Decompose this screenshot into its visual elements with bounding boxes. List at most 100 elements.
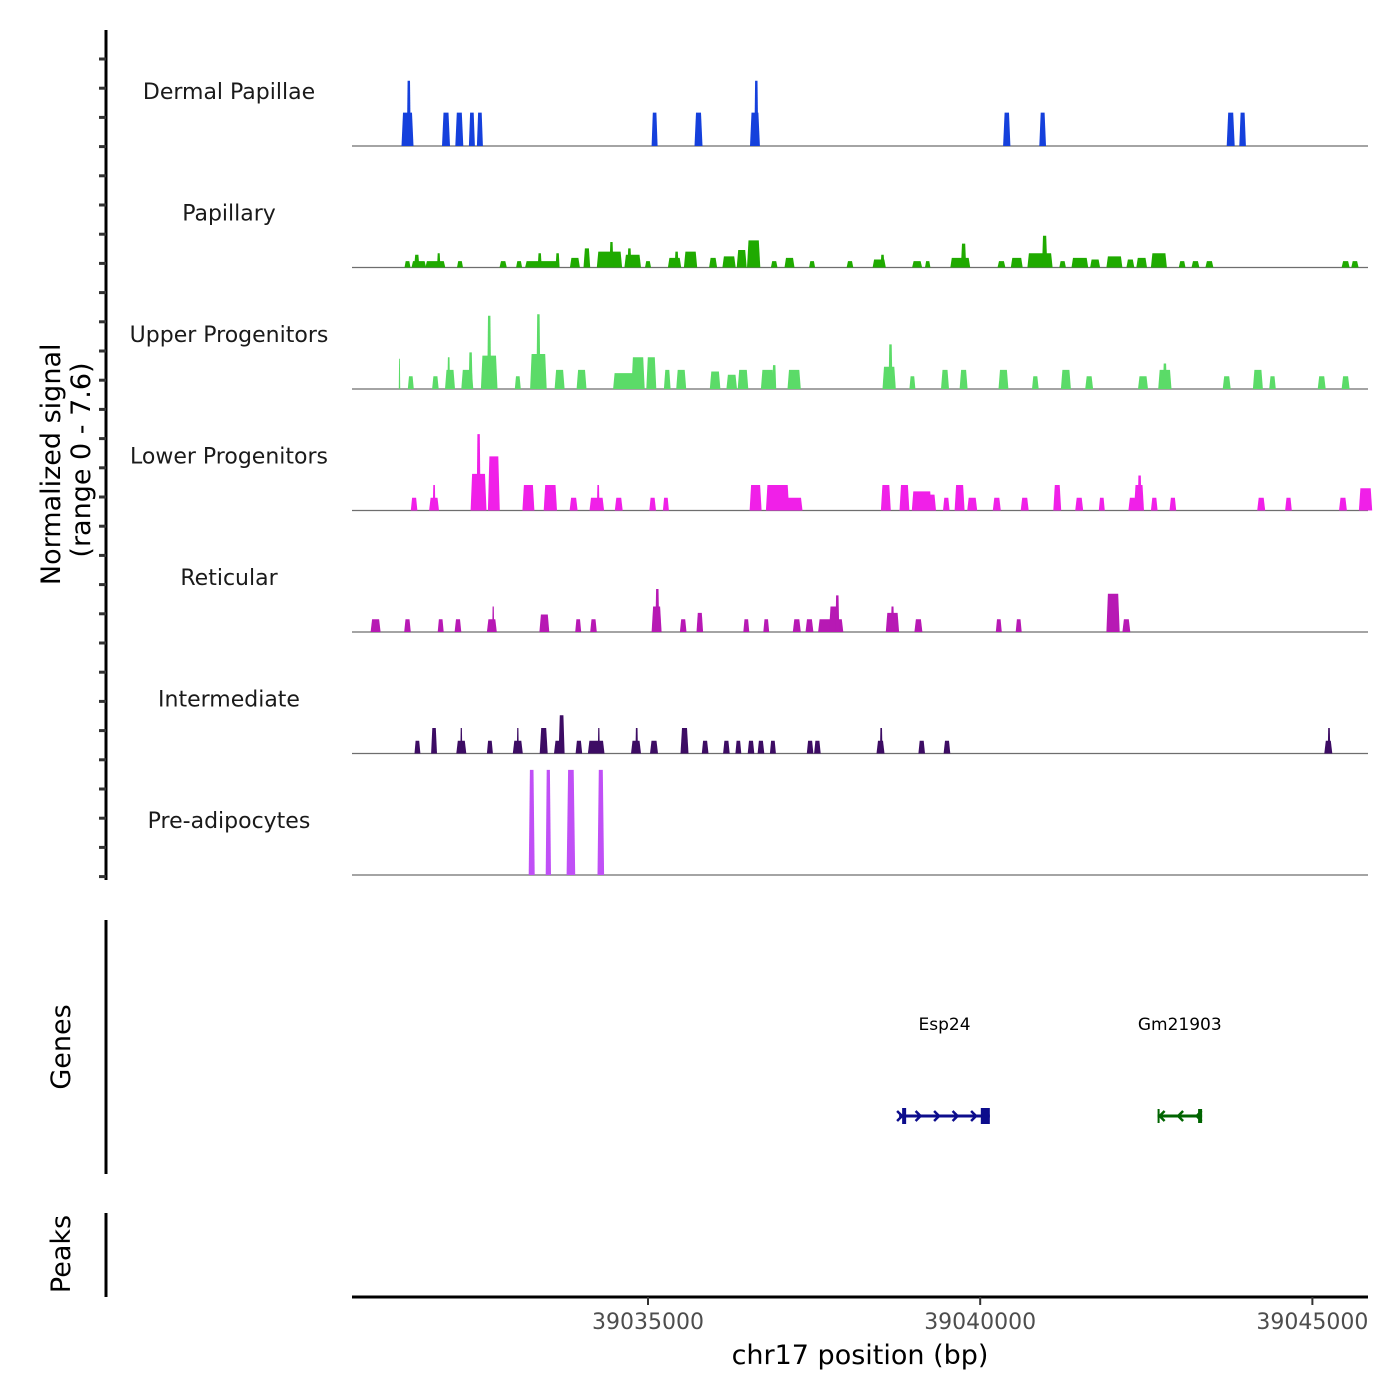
y-axis-title-line2: (range 0 - 7.6) <box>66 362 97 557</box>
signal-peak <box>1150 253 1167 268</box>
signal-peak <box>597 728 600 754</box>
signal-peak <box>1060 369 1071 389</box>
signal-peak <box>709 371 721 389</box>
signal-peak <box>785 497 803 511</box>
signal-peak <box>1085 376 1094 389</box>
signal-peak <box>431 728 437 754</box>
signal-peak <box>597 769 605 875</box>
signal-peak <box>499 261 507 268</box>
y-axis-title: Normalized signal (range 0 - 7.6) <box>36 335 97 585</box>
signal-peak <box>667 257 682 268</box>
signal-peak <box>516 261 523 268</box>
signal-peak <box>437 253 441 268</box>
signal-peak <box>651 112 658 146</box>
signal-peak <box>583 248 591 268</box>
genes-panel: Genes Esp24 Gm21903 <box>46 920 1222 1174</box>
signal-peak <box>468 112 475 146</box>
signal-peak <box>726 374 737 389</box>
signal-peak <box>404 619 411 632</box>
signal-peak <box>536 314 541 389</box>
signal-peak <box>558 715 565 754</box>
signal-peak <box>1137 475 1142 511</box>
signal-peak <box>950 257 971 268</box>
signal-peak <box>747 740 755 754</box>
signal-peak <box>587 740 605 754</box>
track-upper-progenitors: Upper Progenitors <box>130 314 1368 390</box>
signal-peak <box>1015 619 1022 632</box>
signal-peak <box>1136 257 1147 268</box>
signal-peak <box>1205 261 1214 268</box>
signal-peak <box>537 253 542 268</box>
signal-peak <box>954 485 965 511</box>
signal-peak <box>437 619 444 632</box>
signal-peak <box>943 740 951 754</box>
signal-peak <box>539 614 550 632</box>
signal-peak <box>492 606 495 632</box>
signal-peak <box>1138 376 1148 389</box>
signal-peak <box>1075 497 1084 511</box>
signal-peak <box>1162 363 1167 389</box>
signal-peak <box>575 619 582 632</box>
signal-peak <box>631 357 645 389</box>
y-axis-title-line1: Normalized signal <box>36 344 67 586</box>
signal-peak <box>432 376 439 389</box>
signal-peak <box>1239 112 1246 146</box>
strand-arrow-icon <box>1194 1110 1203 1122</box>
signal-peak <box>486 740 493 754</box>
signal-peak <box>543 485 557 511</box>
signal-peak <box>1226 112 1235 146</box>
signal-peak <box>425 261 446 268</box>
signal-peak <box>447 357 450 389</box>
gene-exon <box>1198 1109 1203 1123</box>
signal-peak <box>476 434 481 511</box>
signal-peak <box>709 257 718 268</box>
track-lower-progenitors: Lower Progenitors <box>130 434 1373 512</box>
signal-peak <box>1098 497 1105 511</box>
signal-peak <box>410 497 418 511</box>
signal-peak <box>992 497 1001 511</box>
signal-peak <box>1351 261 1359 268</box>
track-pre-adipocytes: Pre-adipocytes <box>148 769 1368 876</box>
gene-models: Esp24 Gm21903 <box>896 1015 1222 1124</box>
gene-label: Gm21903 <box>1138 1015 1222 1035</box>
signal-peak <box>1003 112 1011 146</box>
peaks-panel: Peaks <box>46 1213 108 1297</box>
genes-track-label: Genes <box>46 1004 77 1089</box>
signal-peak <box>912 261 923 268</box>
signal-peak <box>879 728 883 754</box>
signal-peak <box>1150 497 1158 511</box>
signal-peak <box>765 485 790 511</box>
signal-peak <box>736 250 747 268</box>
signal-peak <box>735 740 742 754</box>
signal-peak <box>614 497 623 511</box>
signal-peak <box>1178 261 1186 268</box>
signal-peak <box>414 254 420 268</box>
signal-peak <box>468 352 473 389</box>
signal-peak <box>1257 497 1266 511</box>
signal-peak <box>943 497 950 511</box>
signal-peak <box>522 485 535 511</box>
signal-tracks: Dermal Papillae Papillary Upper Progenitor… <box>130 80 1373 876</box>
signal-peak <box>1169 497 1177 511</box>
signal-peak <box>888 344 893 389</box>
signal-peak <box>754 80 759 146</box>
signal-peak <box>596 251 623 268</box>
signal-peak <box>760 369 775 389</box>
peaks-track-label: Peaks <box>46 1215 77 1293</box>
x-axis-title: chr17 position (bp) <box>732 1340 989 1371</box>
signal-peak <box>926 494 936 511</box>
signal-peak <box>722 256 736 268</box>
signal-peak <box>663 369 671 389</box>
signal-peak <box>635 728 638 754</box>
signal-peak <box>650 740 658 754</box>
strand-arrow-icon <box>1157 1110 1166 1122</box>
signal-peak <box>627 248 632 268</box>
signal-peak <box>662 497 669 511</box>
signal-peak <box>406 80 411 146</box>
signal-peak <box>814 740 821 754</box>
signal-peak <box>1339 497 1347 511</box>
signal-peak <box>370 619 381 632</box>
signal-peak <box>545 769 551 875</box>
strand-arrow-icon <box>896 1110 904 1122</box>
